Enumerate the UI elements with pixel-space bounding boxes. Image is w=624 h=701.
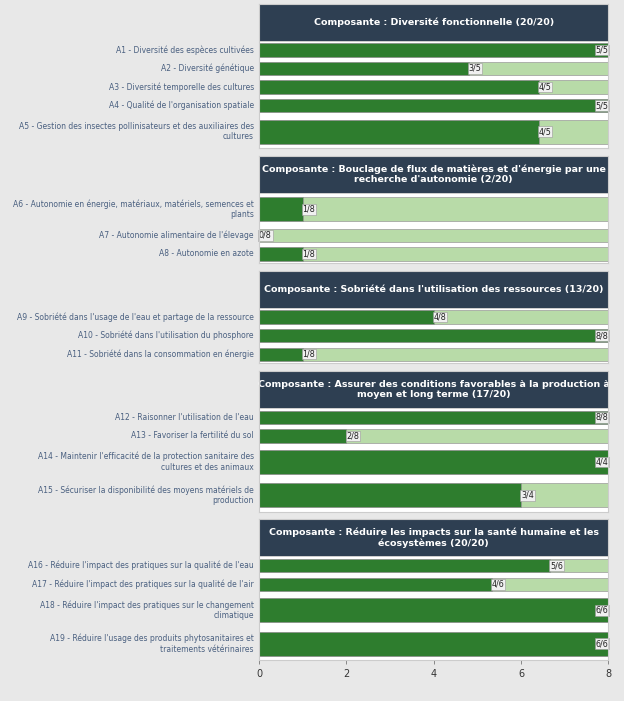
Text: A17 - Réduire l'impact des pratiques sur la qualité de l'air: A17 - Réduire l'impact des pratiques sur… — [32, 580, 254, 589]
Text: 8/8: 8/8 — [596, 413, 608, 422]
FancyBboxPatch shape — [259, 43, 608, 57]
FancyBboxPatch shape — [259, 198, 608, 222]
Text: 4/5: 4/5 — [539, 83, 552, 92]
FancyBboxPatch shape — [259, 311, 434, 324]
FancyBboxPatch shape — [259, 632, 608, 655]
FancyBboxPatch shape — [259, 598, 608, 622]
FancyBboxPatch shape — [259, 559, 550, 573]
FancyBboxPatch shape — [259, 311, 608, 324]
FancyBboxPatch shape — [259, 81, 608, 94]
FancyBboxPatch shape — [259, 483, 608, 508]
FancyBboxPatch shape — [259, 450, 608, 474]
Text: A10 - Sobriété dans l'utilisation du phosphore: A10 - Sobriété dans l'utilisation du pho… — [79, 331, 254, 341]
Text: A14 - Maintenir l'efficacité de la protection sanitaire des
cultures et des anim: A14 - Maintenir l'efficacité de la prote… — [38, 452, 254, 472]
Text: 4/5: 4/5 — [539, 127, 552, 136]
FancyBboxPatch shape — [259, 429, 346, 442]
Text: 1/8: 1/8 — [303, 250, 315, 259]
Text: 6/6: 6/6 — [596, 606, 608, 615]
FancyBboxPatch shape — [259, 450, 608, 474]
Text: 4/4: 4/4 — [596, 457, 608, 466]
Text: Composante : Assurer des conditions favorables à la production à
moyen et long t: Composante : Assurer des conditions favo… — [258, 380, 610, 399]
Text: 5/5: 5/5 — [595, 101, 608, 110]
FancyBboxPatch shape — [259, 348, 608, 361]
FancyBboxPatch shape — [259, 81, 539, 94]
Text: A19 - Réduire l'usage des produits phytosanitaires et
traitements vétérinaires: A19 - Réduire l'usage des produits phyto… — [50, 634, 254, 653]
Text: 5/6: 5/6 — [550, 562, 563, 570]
Text: A7 - Autonomie alimentaire de l'élevage: A7 - Autonomie alimentaire de l'élevage — [99, 231, 254, 240]
FancyBboxPatch shape — [259, 99, 608, 112]
FancyBboxPatch shape — [259, 348, 303, 361]
FancyBboxPatch shape — [259, 411, 608, 424]
FancyBboxPatch shape — [259, 429, 608, 442]
Text: A11 - Sobriété dans la consommation en énergie: A11 - Sobriété dans la consommation en é… — [67, 349, 254, 359]
Text: A15 - Sécuriser la disponibilité des moyens matériels de
production: A15 - Sécuriser la disponibilité des moy… — [38, 485, 254, 505]
Text: A9 - Sobriété dans l'usage de l'eau et partage de la ressource: A9 - Sobriété dans l'usage de l'eau et p… — [17, 313, 254, 322]
FancyBboxPatch shape — [259, 598, 608, 622]
FancyBboxPatch shape — [259, 632, 608, 655]
Text: 5/5: 5/5 — [595, 46, 608, 55]
Text: 1/8: 1/8 — [303, 205, 315, 214]
FancyBboxPatch shape — [259, 99, 608, 112]
Text: Composante : Diversité fonctionnelle (20/20): Composante : Diversité fonctionnelle (20… — [313, 18, 554, 27]
FancyBboxPatch shape — [259, 578, 492, 591]
FancyBboxPatch shape — [259, 247, 303, 261]
FancyBboxPatch shape — [259, 62, 469, 75]
Text: A5 - Gestion des insectes pollinisateurs et des auxiliaires des
cultures: A5 - Gestion des insectes pollinisateurs… — [19, 122, 254, 141]
FancyBboxPatch shape — [259, 43, 608, 57]
Text: 4/8: 4/8 — [434, 313, 446, 322]
Text: A8 - Autonomie en azote: A8 - Autonomie en azote — [159, 250, 254, 259]
Text: 8/8: 8/8 — [596, 331, 608, 340]
FancyBboxPatch shape — [259, 483, 521, 508]
Text: A6 - Autonomie en énergie, matériaux, matériels, semences et
plants: A6 - Autonomie en énergie, matériaux, ma… — [13, 200, 254, 219]
FancyBboxPatch shape — [259, 62, 608, 75]
FancyBboxPatch shape — [259, 411, 608, 424]
Text: 3/5: 3/5 — [469, 64, 482, 73]
FancyBboxPatch shape — [259, 329, 608, 342]
Text: A12 - Raisonner l'utilisation de l'eau: A12 - Raisonner l'utilisation de l'eau — [115, 413, 254, 422]
FancyBboxPatch shape — [259, 578, 608, 591]
Text: A3 - Diversité temporelle des cultures: A3 - Diversité temporelle des cultures — [109, 82, 254, 92]
Text: A1 - Diversité des espèces cultivées: A1 - Diversité des espèces cultivées — [116, 45, 254, 55]
Text: Composante : Bouclage de flux de matières et d'énergie par une
recherche d'auton: Composante : Bouclage de flux de matière… — [261, 164, 606, 184]
Text: Composante : Réduire les impacts sur la santé humaine et les
écosystèmes (20/20): Composante : Réduire les impacts sur la … — [269, 528, 598, 548]
FancyBboxPatch shape — [259, 559, 608, 573]
Text: 4/6: 4/6 — [492, 580, 505, 589]
FancyBboxPatch shape — [259, 229, 608, 242]
FancyBboxPatch shape — [259, 119, 608, 144]
Text: 6/6: 6/6 — [596, 639, 608, 648]
FancyBboxPatch shape — [259, 198, 303, 222]
FancyBboxPatch shape — [259, 329, 608, 342]
Text: Composante : Sobriété dans l'utilisation des ressources (13/20): Composante : Sobriété dans l'utilisation… — [264, 285, 603, 294]
FancyBboxPatch shape — [259, 119, 539, 144]
Text: 3/4: 3/4 — [521, 491, 534, 500]
Text: 2/8: 2/8 — [346, 431, 359, 440]
Text: A13 - Favoriser la fertilité du sol: A13 - Favoriser la fertilité du sol — [131, 431, 254, 440]
Text: 1/8: 1/8 — [303, 350, 315, 359]
Text: 0/8: 0/8 — [259, 231, 271, 240]
Text: A18 - Réduire l'impact des pratiques sur le changement
climatique: A18 - Réduire l'impact des pratiques sur… — [40, 600, 254, 620]
Text: A4 - Qualité de l'organisation spatiale: A4 - Qualité de l'organisation spatiale — [109, 101, 254, 110]
Text: A2 - Diversité génétique: A2 - Diversité génétique — [161, 64, 254, 73]
FancyBboxPatch shape — [259, 247, 608, 261]
Text: A16 - Réduire l'impact des pratiques sur la qualité de l'eau: A16 - Réduire l'impact des pratiques sur… — [28, 561, 254, 571]
